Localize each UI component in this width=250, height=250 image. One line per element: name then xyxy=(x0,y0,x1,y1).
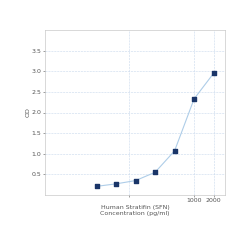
Point xyxy=(172,149,176,153)
Point xyxy=(134,178,138,182)
Point xyxy=(212,71,216,75)
Point xyxy=(114,182,118,186)
Y-axis label: OD: OD xyxy=(25,108,30,118)
Point xyxy=(192,97,196,101)
X-axis label: Human Stratifin (SFN)
Concentration (pg/ml): Human Stratifin (SFN) Concentration (pg/… xyxy=(100,205,170,216)
Point xyxy=(153,170,157,174)
Point xyxy=(94,184,98,188)
